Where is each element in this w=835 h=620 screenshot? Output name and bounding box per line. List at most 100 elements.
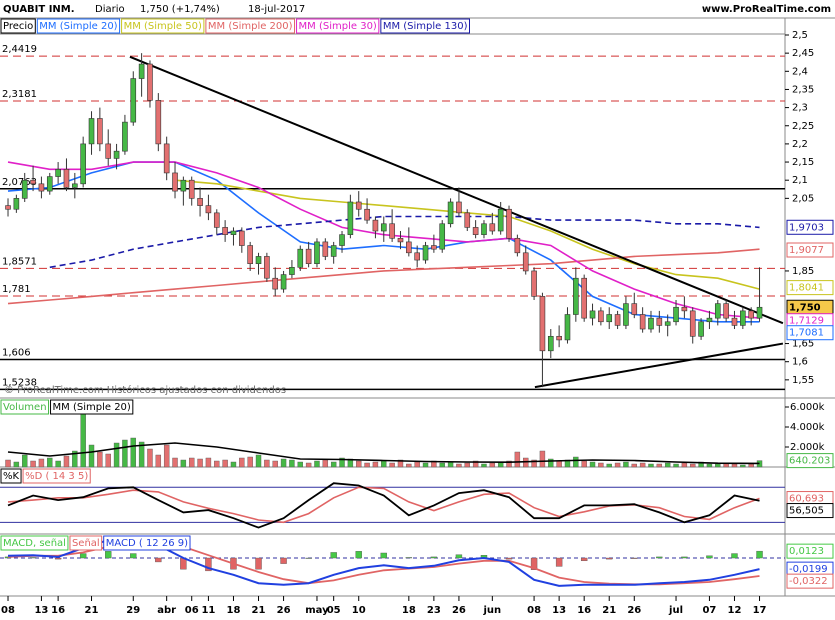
y-tick-label: 2,1 <box>792 175 808 186</box>
candle-body <box>447 201 454 225</box>
stoch-k <box>7 482 760 529</box>
candle-body <box>230 230 237 235</box>
value-box <box>786 543 834 559</box>
candle-body <box>406 241 412 254</box>
volume-bar <box>97 451 103 468</box>
volume-bar <box>573 456 579 468</box>
candle-body <box>456 201 462 214</box>
volume-bar <box>80 406 86 468</box>
volume-bar <box>539 450 546 468</box>
volume-bar <box>639 462 646 468</box>
candle-body <box>397 237 404 243</box>
candle-body <box>105 143 112 159</box>
moving-average <box>7 248 760 305</box>
volume-bar <box>247 456 253 468</box>
volume-bar <box>556 460 562 468</box>
value-box-label: -0,0322 <box>789 576 828 587</box>
candle-body <box>514 237 521 254</box>
x-tick-label: may <box>305 605 329 616</box>
volume-bar <box>372 461 379 468</box>
macd-hist-bar <box>79 553 87 559</box>
candle-body <box>13 198 20 210</box>
macd-hist-bar <box>405 557 413 559</box>
x-tick-label: 26 <box>627 605 641 616</box>
level-label: 2,4419 <box>2 44 37 55</box>
candle-body <box>222 227 228 235</box>
value-box <box>786 325 834 341</box>
level-label: 1,8571 <box>2 256 37 267</box>
y-tick-label: 2,05 <box>792 193 814 204</box>
volume-title-box <box>0 399 50 415</box>
volume-bar <box>514 451 521 468</box>
volume-bar <box>230 461 237 468</box>
candle-body <box>547 335 554 352</box>
macd-hist-bar <box>580 557 588 562</box>
candle-body <box>213 212 220 228</box>
macd-hist-bar <box>305 557 312 559</box>
volume-bar <box>205 457 212 468</box>
volume-bar <box>506 460 512 468</box>
volume-bar <box>155 454 162 468</box>
volume-bar <box>456 463 462 468</box>
macd-hist-bar <box>105 551 112 559</box>
x-tick-label: 08 <box>1 605 15 616</box>
volume-bar <box>13 461 20 468</box>
volume-bar <box>731 463 738 468</box>
volume-bar <box>690 463 696 468</box>
value-box-label: 640.203 <box>789 456 830 467</box>
candle-body <box>322 241 329 257</box>
volume-bar <box>439 462 445 468</box>
volume-bar <box>397 459 404 468</box>
volume-bar <box>189 457 195 468</box>
value-box <box>786 573 834 589</box>
macd-hist-bar <box>631 557 638 559</box>
volume-bar <box>38 458 45 468</box>
macd-hist-bar <box>731 553 738 559</box>
volume-bar <box>180 459 187 468</box>
volume-ma <box>7 442 760 465</box>
volume-bar <box>105 453 111 468</box>
x-tick-label: jul <box>668 605 683 616</box>
candle-body <box>147 63 153 101</box>
volume-bar <box>305 462 312 468</box>
macd-hist-bar <box>205 557 212 572</box>
x-tick-label: 13 <box>34 605 48 616</box>
candle-body <box>188 179 195 199</box>
candle-body <box>380 223 387 232</box>
candle-body <box>748 310 754 319</box>
volume-bar <box>113 442 120 468</box>
candle-body <box>239 230 245 246</box>
stoch-k-label-box <box>0 468 22 484</box>
chart-title: QUABIT INM. <box>3 4 75 15</box>
value-box <box>786 453 834 469</box>
volume-bar <box>297 461 303 468</box>
x-tick-label: 29 <box>126 605 140 616</box>
x-tick-label: 13 <box>552 605 566 616</box>
volume-bar <box>673 463 679 468</box>
x-tick-label: 26 <box>452 605 466 616</box>
volume-bar <box>330 461 337 468</box>
volume-bar <box>356 460 362 468</box>
candle-body <box>30 179 36 185</box>
volume-bar <box>589 461 596 468</box>
candle-body <box>163 143 170 174</box>
y-tick-label: 2,2 <box>792 139 808 150</box>
x-tick-label: abr <box>157 605 176 616</box>
volume-bar <box>264 459 270 468</box>
y-tick-label: 1,55 <box>792 375 814 386</box>
volume-bar <box>322 459 329 468</box>
candle-body <box>122 121 128 152</box>
candle-body <box>614 314 621 326</box>
candle-body <box>364 208 370 221</box>
legend-entry: MM (Simple 50) <box>124 21 202 32</box>
volume-bar <box>656 463 663 468</box>
volume-bar <box>339 457 345 468</box>
value-box-label: 1,7129 <box>789 316 824 327</box>
volume-bar <box>631 463 637 468</box>
period: Diario <box>95 4 125 15</box>
candle-body <box>522 252 529 272</box>
candle-body <box>339 234 345 246</box>
volume-title: Volumen <box>3 402 47 413</box>
volume-bar <box>748 463 754 468</box>
